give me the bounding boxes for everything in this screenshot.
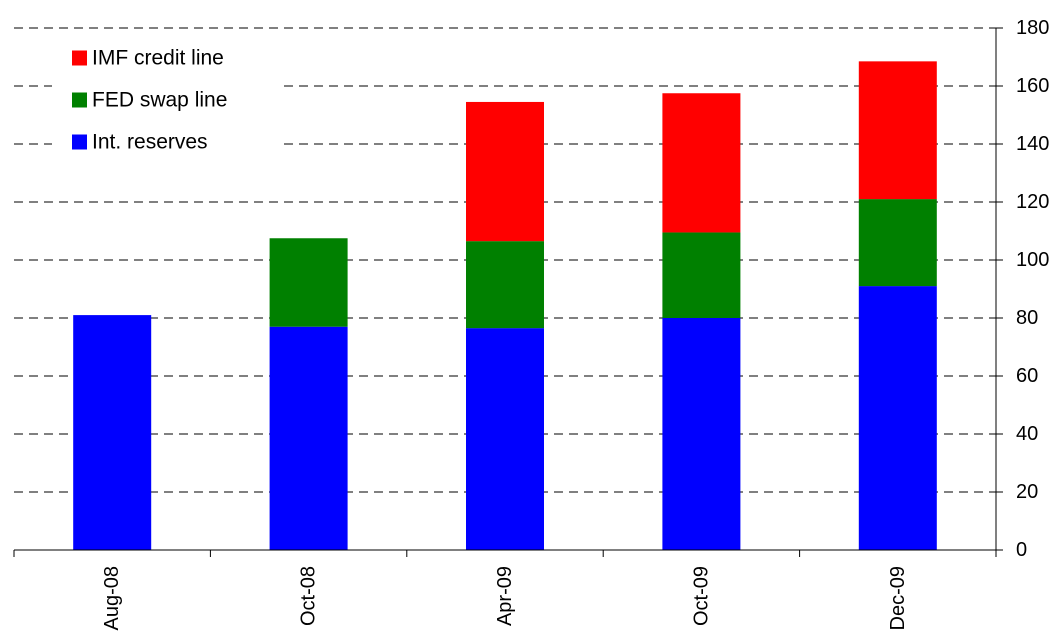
- legend-swatch-int-reserves: [72, 135, 87, 150]
- x-tick-label-oct-09: Oct-09: [690, 566, 712, 626]
- bar-fed-swap-line-oct-08: [270, 238, 348, 326]
- y-tick-label-160: 160: [1016, 75, 1049, 97]
- bar-fed-swap-line-oct-09: [662, 232, 740, 318]
- y-tick-label-140: 140: [1016, 133, 1049, 155]
- legend-label-fed-swap-line: FED swap line: [92, 89, 227, 112]
- y-tick-label-20: 20: [1016, 481, 1038, 503]
- y-tick-label-80: 80: [1016, 307, 1038, 329]
- bar-imf-credit-line-apr-09: [466, 102, 544, 241]
- bar-int-reserves-apr-09: [466, 328, 544, 550]
- x-tick-label-apr-09: Apr-09: [494, 566, 516, 626]
- bar-fed-swap-line-apr-09: [466, 241, 544, 328]
- y-tick-label-100: 100: [1016, 249, 1049, 271]
- y-tick-label-60: 60: [1016, 365, 1038, 387]
- y-tick-label-0: 0: [1016, 539, 1027, 561]
- bar-imf-credit-line-dec-09: [859, 61, 937, 199]
- bar-int-reserves-dec-09: [859, 286, 937, 550]
- legend-swatch-imf-credit-line: [72, 51, 87, 66]
- y-tick-label-180: 180: [1016, 17, 1049, 39]
- y-tick-label-120: 120: [1016, 191, 1049, 213]
- legend: IMF credit line FED swap line Int. reserve…: [52, 32, 284, 162]
- x-tick-label-aug-08: Aug-08: [101, 566, 123, 631]
- x-tick-label-dec-09: Dec-09: [887, 566, 909, 630]
- bar-int-reserves-oct-08: [270, 327, 348, 550]
- legend-label-imf-credit-line: IMF credit line: [92, 47, 224, 70]
- bar-int-reserves-aug-08: [73, 315, 151, 550]
- bar-int-reserves-oct-09: [662, 318, 740, 550]
- bar-fed-swap-line-dec-09: [859, 199, 937, 286]
- y-tick-label-40: 40: [1016, 423, 1038, 445]
- legend-swatch-fed-swap-line: [72, 93, 87, 108]
- bar-imf-credit-line-oct-09: [662, 93, 740, 232]
- legend-label-int-reserves: Int. reserves: [92, 131, 208, 154]
- x-tick-label-oct-08: Oct-08: [298, 566, 320, 626]
